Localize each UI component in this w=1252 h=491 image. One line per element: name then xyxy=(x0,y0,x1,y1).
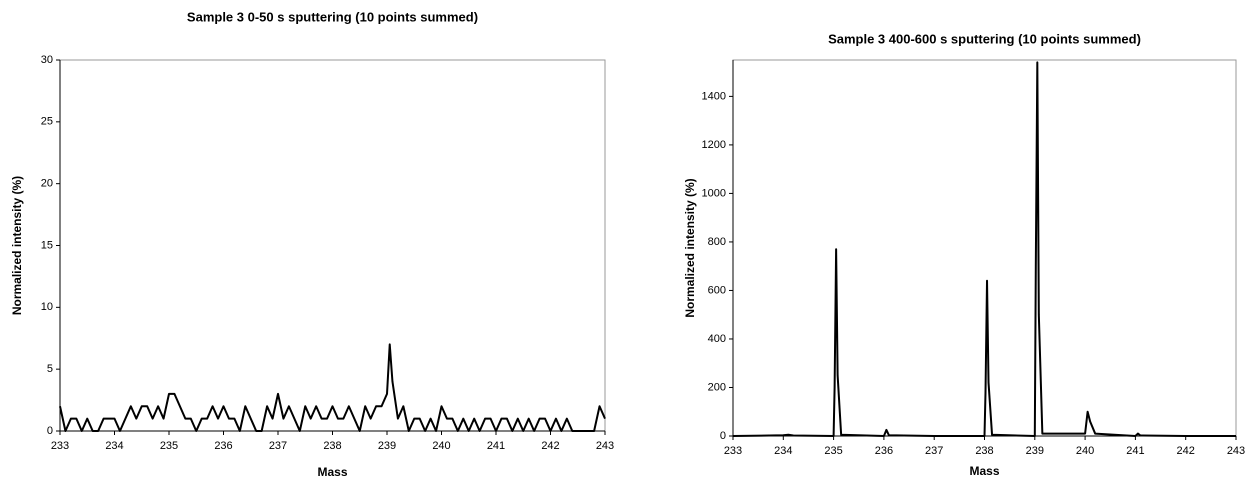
x-axis-label: Mass xyxy=(969,464,999,478)
y-tick-label: 800 xyxy=(708,236,726,248)
x-tick-label: 236 xyxy=(875,445,893,457)
y-tick-label: 15 xyxy=(41,239,53,251)
x-tick-label: 239 xyxy=(1026,445,1044,457)
chart-title: Sample 3 400-600 s sputtering (10 points… xyxy=(828,31,1141,46)
y-tick-label: 20 xyxy=(41,178,53,190)
x-tick-label: 242 xyxy=(541,440,559,452)
data-line xyxy=(59,343,606,432)
x-tick-label: 237 xyxy=(269,440,287,452)
x-tick-label: 242 xyxy=(1177,445,1195,457)
x-tick-label: 241 xyxy=(1126,445,1144,457)
x-tick-label: 233 xyxy=(51,440,69,452)
y-tick-label: 1000 xyxy=(702,187,726,199)
y-tick-label: 25 xyxy=(41,116,53,128)
plot-frame xyxy=(732,59,1237,437)
y-tick-label: 1200 xyxy=(702,139,726,151)
x-tick-label: 243 xyxy=(596,440,614,452)
x-tick-label: 243 xyxy=(1227,445,1245,457)
x-tick-label: 235 xyxy=(160,440,178,452)
y-tick-label: 600 xyxy=(708,284,726,296)
x-tick-label: 234 xyxy=(105,440,123,452)
y-tick-label: 200 xyxy=(708,381,726,393)
y-tick-label: 400 xyxy=(708,333,726,345)
x-axis-label: Mass xyxy=(317,465,347,479)
plot-frame xyxy=(59,59,606,432)
x-tick-label: 235 xyxy=(824,445,842,457)
chart-title: Sample 3 0-50 s sputtering (10 points su… xyxy=(187,9,478,24)
x-tick-label: 237 xyxy=(925,445,943,457)
y-tick-label: 5 xyxy=(47,363,53,375)
x-tick-label: 240 xyxy=(1076,445,1094,457)
x-tick-label: 234 xyxy=(774,445,792,457)
x-tick-label: 240 xyxy=(432,440,450,452)
y-tick-label: 10 xyxy=(41,301,53,313)
x-tick-label: 238 xyxy=(975,445,993,457)
x-tick-label: 238 xyxy=(323,440,341,452)
x-tick-label: 233 xyxy=(724,445,742,457)
x-tick-label: 239 xyxy=(378,440,396,452)
data-line xyxy=(732,61,1236,437)
x-tick-label: 236 xyxy=(214,440,232,452)
y-tick-label: 1400 xyxy=(702,90,726,102)
y-axis-label: Normalized intensity (%) xyxy=(683,178,697,317)
y-tick-label: 0 xyxy=(720,430,726,442)
y-axis-label: Normalized intensity (%) xyxy=(10,176,24,315)
y-tick-label: 0 xyxy=(47,425,53,437)
x-tick-label: 241 xyxy=(487,440,505,452)
y-tick-label: 30 xyxy=(41,54,53,66)
